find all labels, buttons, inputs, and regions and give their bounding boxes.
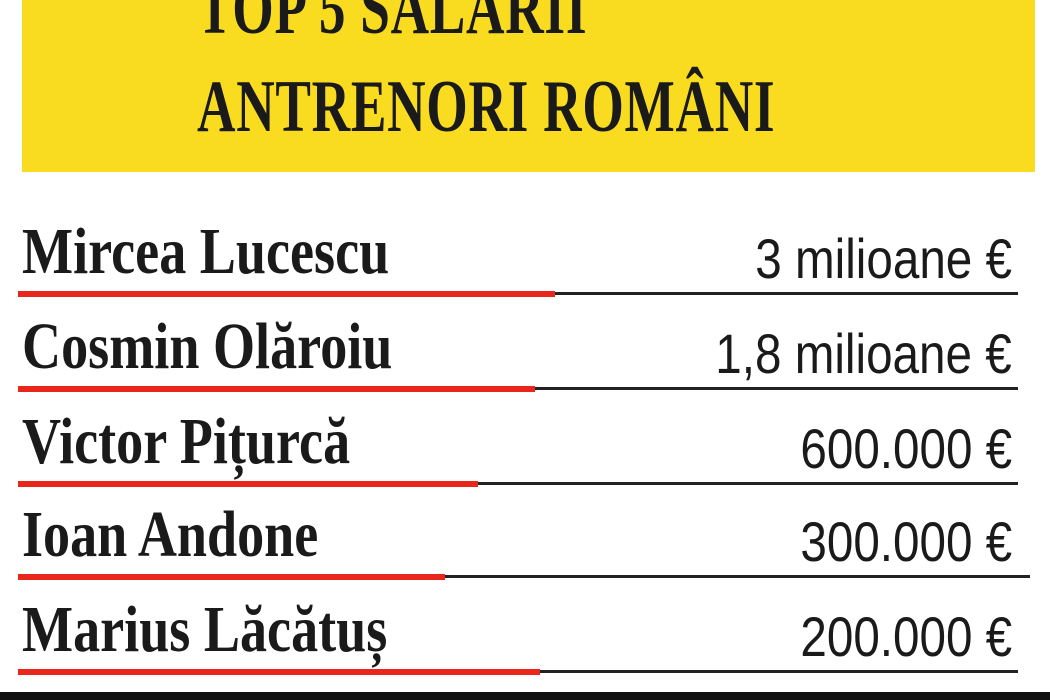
- coach-name: Marius Lăcătuș: [22, 593, 388, 666]
- coach-name: Ioan Andone: [22, 498, 319, 571]
- salary-value: 300.000 €: [800, 510, 1012, 573]
- name-underline: [18, 386, 535, 392]
- title-banner: TOP 5 SALARII ANTRENORI ROMÂNI: [22, 0, 1035, 172]
- table-row: Cosmin Olăroiu 1,8 milioane €: [0, 297, 1050, 392]
- row-divider: [22, 482, 1018, 485]
- table-row: Ioan Andone 300.000 €: [0, 485, 1050, 580]
- name-underline: [18, 574, 445, 580]
- bottom-border: [0, 692, 1050, 700]
- salary-value: 200.000 €: [800, 605, 1012, 668]
- salary-value: 3 milioane €: [755, 227, 1012, 290]
- coach-name: Mircea Lucescu: [22, 215, 390, 288]
- row-divider: [22, 575, 1030, 578]
- title-line-1: TOP 5 SALARII: [197, 0, 588, 50]
- table-row: Mircea Lucescu 3 milioane €: [0, 202, 1050, 297]
- title-line-2: ANTRENORI ROMÂNI: [197, 66, 776, 148]
- name-underline: [18, 669, 540, 675]
- salary-value: 600.000 €: [800, 417, 1012, 480]
- coach-name: Cosmin Olăroiu: [22, 310, 393, 383]
- table-row: Victor Pițurcă 600.000 €: [0, 392, 1050, 487]
- table-row: Marius Lăcătuș 200.000 €: [0, 580, 1050, 675]
- coach-name: Victor Pițurcă: [22, 405, 351, 478]
- name-underline: [18, 481, 478, 487]
- name-underline: [18, 291, 555, 297]
- salary-value: 1,8 milioane €: [715, 322, 1012, 385]
